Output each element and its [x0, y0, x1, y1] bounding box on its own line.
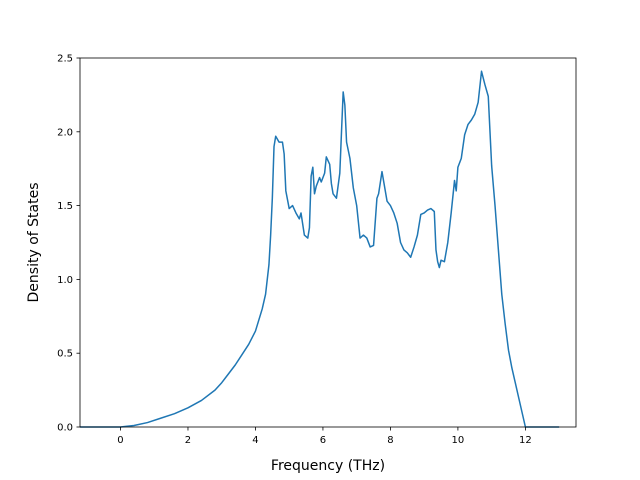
y-tick-label: 0.0: [57, 423, 73, 434]
y-tick-label: 2.5: [57, 54, 73, 65]
y-tick-label: 2.0: [57, 127, 73, 138]
x-tick-label: 6: [320, 435, 326, 446]
y-axis-ticks: 0.0 0.5 1.0 1.5 2.0 2.5: [57, 54, 80, 434]
x-tick-label: 2: [185, 435, 191, 446]
x-axis-label: Frequency (THz): [271, 458, 385, 474]
y-tick-label: 1.5: [57, 201, 73, 212]
y-tick-label: 1.0: [57, 275, 73, 286]
dos-line-series: [80, 70, 560, 428]
x-axis-ticks: 0 2 4 6 8 10 12: [117, 427, 532, 446]
x-tick-label: 12: [519, 435, 532, 446]
x-tick-label: 4: [252, 435, 258, 446]
x-tick-label: 8: [387, 435, 393, 446]
plot-area: [79, 57, 577, 428]
plot-frame: [79, 57, 577, 428]
x-tick-label: 10: [452, 435, 465, 446]
y-tick-label: 0.5: [57, 349, 73, 360]
x-tick-label: 0: [117, 435, 123, 446]
plot-background: [80, 58, 576, 427]
y-axis-label: Density of States: [26, 183, 42, 303]
